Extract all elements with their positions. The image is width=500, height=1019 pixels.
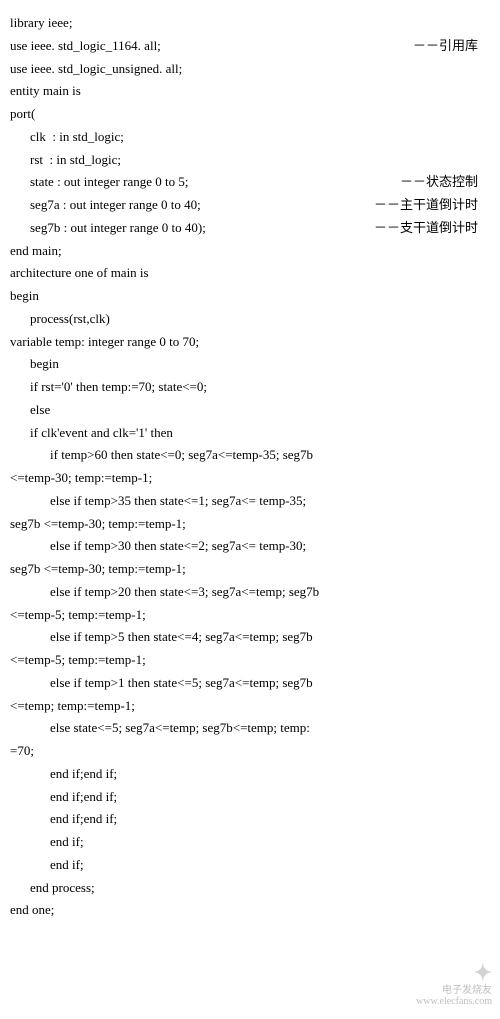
code-line: <=temp-5; temp:=temp-1;: [10, 649, 490, 672]
code-text: use ieee. std_logic_unsigned. all;: [10, 58, 182, 81]
code-text: seg7b : out integer range 0 to 40);: [10, 217, 206, 240]
code-text: end process;: [10, 877, 95, 900]
code-line: end if;end if;: [10, 808, 490, 831]
code-text: end main;: [10, 240, 62, 263]
code-text: else if temp>1 then state<=5; seg7a<=tem…: [10, 672, 313, 695]
code-line: <=temp; temp:=temp-1;: [10, 695, 490, 718]
code-line: =70;: [10, 740, 490, 763]
code-line: process(rst,clk): [10, 308, 490, 331]
code-text: entity main is: [10, 80, 81, 103]
code-text: else if temp>20 then state<=3; seg7a<=te…: [10, 581, 319, 604]
code-text: if rst='0' then temp:=70; state<=0;: [10, 376, 207, 399]
code-text: end if;end if;: [10, 763, 117, 786]
watermark-logo-icon: ✦: [416, 961, 492, 985]
code-comment: －－引用库: [413, 35, 478, 58]
watermark-brand: 电子发烧友: [416, 985, 492, 996]
code-text: end if;end if;: [10, 808, 117, 831]
code-line: if rst='0' then temp:=70; state<=0;: [10, 376, 490, 399]
code-line: end if;end if;: [10, 786, 490, 809]
code-text: <=temp-30; temp:=temp-1;: [10, 467, 152, 490]
code-line: rst : in std_logic;: [10, 149, 490, 172]
watermark-url: www.elecfans.com: [416, 996, 492, 1007]
code-text: clk : in std_logic;: [10, 126, 124, 149]
code-text: library ieee;: [10, 12, 72, 35]
code-text: process(rst,clk): [10, 308, 110, 331]
code-line: seg7b <=temp-30; temp:=temp-1;: [10, 513, 490, 536]
code-line: end if;: [10, 831, 490, 854]
code-line: entity main is: [10, 80, 490, 103]
code-line: library ieee;: [10, 12, 490, 35]
code-line: else if temp>20 then state<=3; seg7a<=te…: [10, 581, 490, 604]
code-line: else if temp>30 then state<=2; seg7a<= t…: [10, 535, 490, 558]
code-text: =70;: [10, 740, 34, 763]
code-line: port(: [10, 103, 490, 126]
code-text: <=temp-5; temp:=temp-1;: [10, 604, 146, 627]
code-line: variable temp: integer range 0 to 70;: [10, 331, 490, 354]
code-text: else if temp>35 then state<=1; seg7a<= t…: [10, 490, 306, 513]
code-line: if clk'event and clk='1' then: [10, 422, 490, 445]
code-text: end if;: [10, 854, 84, 877]
code-line: <=temp-5; temp:=temp-1;: [10, 604, 490, 627]
code-text: <=temp-5; temp:=temp-1;: [10, 649, 146, 672]
code-line: else if temp>5 then state<=4; seg7a<=tem…: [10, 626, 490, 649]
code-text: if temp>60 then state<=0; seg7a<=temp-35…: [10, 444, 313, 467]
code-line: use ieee. std_logic_1164. all; －－引用库: [10, 35, 490, 58]
code-text: begin: [10, 353, 59, 376]
code-line: end one;: [10, 899, 490, 922]
code-text: architecture one of main is: [10, 262, 149, 285]
code-text: use ieee. std_logic_1164. all;: [10, 35, 161, 58]
code-line: begin: [10, 285, 490, 308]
code-listing: library ieee;use ieee. std_logic_1164. a…: [10, 12, 490, 922]
code-line: end process;: [10, 877, 490, 900]
watermark: ✦ 电子发烧友 www.elecfans.com: [416, 961, 492, 1007]
code-text: else if temp>5 then state<=4; seg7a<=tem…: [10, 626, 313, 649]
code-line: begin: [10, 353, 490, 376]
code-text: seg7a : out integer range 0 to 40;: [10, 194, 201, 217]
code-line: if temp>60 then state<=0; seg7a<=temp-35…: [10, 444, 490, 467]
code-line: use ieee. std_logic_unsigned. all;: [10, 58, 490, 81]
code-line: end if;: [10, 854, 490, 877]
code-line: seg7a : out integer range 0 to 40; －－主干道倒…: [10, 194, 490, 217]
code-text: state : out integer range 0 to 5;: [10, 171, 188, 194]
code-text: seg7b <=temp-30; temp:=temp-1;: [10, 513, 186, 536]
code-text: end one;: [10, 899, 54, 922]
code-text: else: [10, 399, 50, 422]
code-comment: －－支干道倒计时: [374, 217, 478, 240]
code-line: seg7b <=temp-30; temp:=temp-1;: [10, 558, 490, 581]
code-line: <=temp-30; temp:=temp-1;: [10, 467, 490, 490]
code-line: else if temp>1 then state<=5; seg7a<=tem…: [10, 672, 490, 695]
code-line: clk : in std_logic;: [10, 126, 490, 149]
code-text: if clk'event and clk='1' then: [10, 422, 173, 445]
code-text: seg7b <=temp-30; temp:=temp-1;: [10, 558, 186, 581]
code-line: else state<=5; seg7a<=temp; seg7b<=temp;…: [10, 717, 490, 740]
code-text: end if;end if;: [10, 786, 117, 809]
code-line: else: [10, 399, 490, 422]
code-text: else if temp>30 then state<=2; seg7a<= t…: [10, 535, 306, 558]
code-text: begin: [10, 285, 39, 308]
code-text: <=temp; temp:=temp-1;: [10, 695, 135, 718]
code-line: seg7b : out integer range 0 to 40); －－支干道…: [10, 217, 490, 240]
code-text: rst : in std_logic;: [10, 149, 121, 172]
code-line: else if temp>35 then state<=1; seg7a<= t…: [10, 490, 490, 513]
code-text: port(: [10, 103, 35, 126]
code-line: architecture one of main is: [10, 262, 490, 285]
code-line: end if;end if;: [10, 763, 490, 786]
code-comment: －－主干道倒计时: [374, 194, 478, 217]
code-comment: －－状态控制: [400, 171, 478, 194]
code-text: variable temp: integer range 0 to 70;: [10, 331, 199, 354]
code-line: state : out integer range 0 to 5; －－状态控制: [10, 171, 490, 194]
code-text: else state<=5; seg7a<=temp; seg7b<=temp;…: [10, 717, 310, 740]
code-text: end if;: [10, 831, 84, 854]
code-line: end main;: [10, 240, 490, 263]
